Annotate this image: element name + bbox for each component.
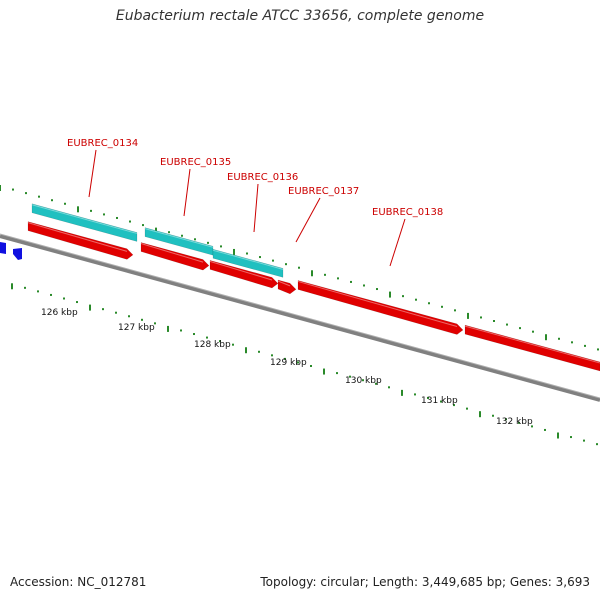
gene-arrow-eubrec-0135-highlight (140, 243, 204, 263)
gene-cyan-1-highlight (31, 204, 138, 234)
gene-arrow-eubrec-0134-highlight (27, 222, 128, 252)
gene-arrow-eubrec-0137 (277, 279, 297, 295)
kbp-label: 130 kbp (345, 376, 382, 386)
gene-label: EUBREC_0136 (227, 172, 298, 183)
gene-label: EUBREC_0134 (67, 138, 138, 149)
gene-arrow-eubrec-0135 (140, 242, 210, 271)
kbp-label: 126 kbp (41, 308, 78, 318)
gene-arrow-eubrec-0138a-highlight (297, 280, 458, 328)
gene-cyan-2-highlight (144, 228, 214, 248)
gene-label-leader (183, 168, 191, 217)
kbp-label: 132 kbp (496, 417, 533, 427)
gene-label-leader (295, 197, 321, 243)
kbp-label: 127 kbp (118, 323, 155, 333)
kbp-label: 129 kbp (270, 358, 307, 368)
gene-cyan-1 (31, 203, 138, 242)
gene-arrow-eubrec-0138b (464, 324, 600, 372)
gene-label-leader (389, 218, 406, 267)
genome-stats-text: Topology: circular; Length: 3,449,685 bp… (260, 575, 590, 589)
gene-label: EUBREC_0135 (160, 157, 231, 168)
backbone-highlight (0, 233, 600, 399)
backbone-line (0, 234, 600, 402)
gene-cyan-3 (212, 248, 284, 278)
gene-label-leader (88, 149, 97, 198)
gene-arrow-eubrec-0137-highlight (277, 280, 291, 287)
gene-arrow-eubrec-0138b-highlight (464, 325, 600, 364)
kbp-label: 131 kbp (421, 396, 458, 406)
gene-label: EUBREC_0138 (372, 207, 443, 218)
gene-arrow-eubrec-0134 (27, 221, 134, 260)
gene-arrow-eubrec-0136 (209, 260, 279, 289)
accession-text: Accession: NC_012781 (10, 575, 147, 589)
gene-label: EUBREC_0137 (288, 186, 359, 197)
gene-blue-1 (0, 242, 6, 254)
gene-arrow-eubrec-0138a (297, 280, 464, 335)
gene-label-leader (253, 183, 259, 233)
map-title: Eubacterium rectale ATCC 33656, complete… (115, 8, 485, 24)
gene-arrow-eubrec-0136-highlight (209, 260, 273, 281)
kbp-label: 128 kbp (194, 340, 231, 350)
gene-blue-2 (13, 248, 22, 260)
gene-cyan-3-highlight (212, 249, 284, 270)
